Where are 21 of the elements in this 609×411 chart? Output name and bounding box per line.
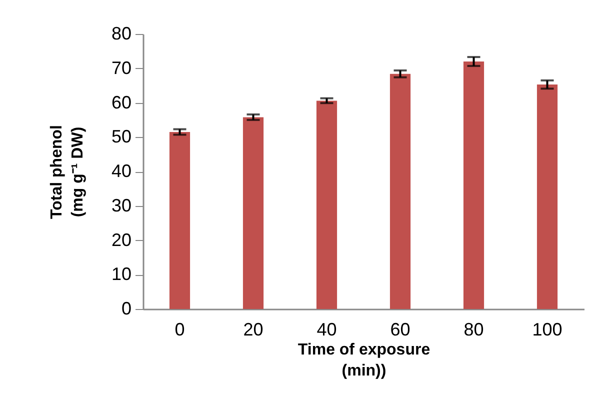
y-tick-label: 60 [111,92,132,112]
y-tick-label: 0 [121,298,132,318]
x-tick-label: 80 [464,320,484,340]
y-tick-label: 40 [111,161,132,181]
x-tick-label: 0 [174,320,185,340]
x-tick-label: 40 [316,320,337,340]
y-tick-label: 80 [111,24,132,44]
x-tick-label: 60 [390,320,410,340]
bar [242,117,264,309]
y-tick-label: 70 [111,58,132,78]
x-tick-label: 100 [532,320,562,340]
bar [390,74,411,309]
y-tick-label: 20 [111,230,132,250]
y-tick-label: 10 [111,264,132,284]
x-axis-title: Time of exposure (min)) [298,342,430,380]
y-tick-label: 50 [111,126,132,147]
y-tick-label: 30 [111,195,132,216]
y-axis-title: Total phenol (mg g⁻¹ DW) [48,125,86,219]
bar [536,84,558,309]
bar [463,62,484,309]
x-tick-label: 20 [243,320,264,340]
